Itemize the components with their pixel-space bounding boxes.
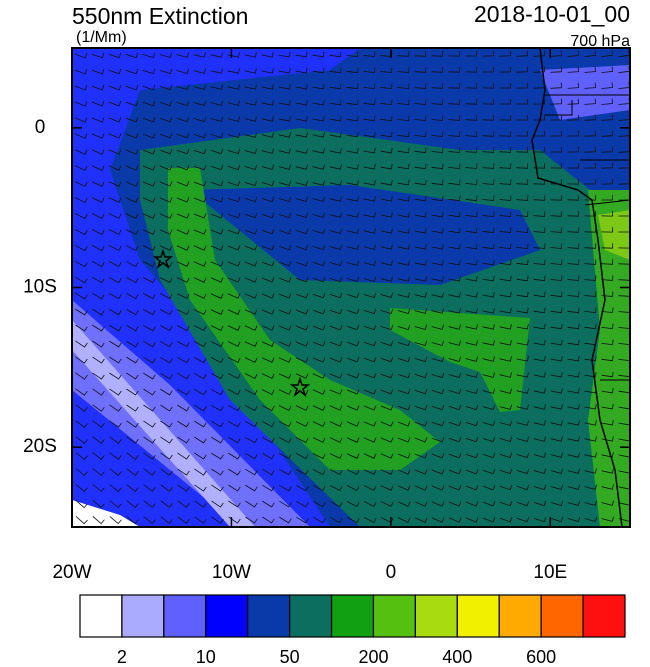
colorbar-box	[498, 594, 542, 638]
colorbar-label: 600	[526, 647, 556, 667]
colorbar-box	[456, 594, 500, 638]
colorbar-box	[330, 594, 375, 638]
x-tick-label: 10W	[212, 562, 251, 583]
title: 550nm Extinction	[72, 3, 248, 29]
colorbar-box	[205, 594, 249, 638]
y-tick-label: 20S	[23, 436, 57, 457]
level: 700 hPa	[570, 33, 630, 50]
colorbar-label: 400	[442, 647, 472, 667]
colorbar-box	[163, 594, 207, 638]
site-star	[152, 248, 174, 270]
y-tick-label: 0	[35, 117, 46, 138]
site-star	[289, 376, 311, 398]
borders	[545, 94, 630, 381]
colorbar-box	[582, 594, 626, 638]
axes: 20W 10W 0 10E 0 10S 20S	[23, 48, 630, 583]
x-tick-label: 20W	[52, 562, 91, 583]
colorbar-label: 2	[117, 647, 127, 667]
field-streak	[72, 300, 310, 527]
y-tick-label: 10S	[23, 277, 57, 298]
colorbar-box	[372, 594, 416, 638]
colorbar-box	[414, 594, 458, 638]
field-streak	[72, 320, 255, 527]
field-white	[72, 500, 140, 527]
colorbar-box	[79, 594, 123, 638]
colorbar-label: 200	[358, 647, 388, 667]
colorbar-box	[247, 594, 291, 638]
field-lightgreen	[598, 210, 630, 260]
wind-barbs	[74, 50, 630, 525]
field-blue	[190, 185, 540, 285]
field	[72, 48, 630, 527]
time: 2018-10-01_00	[474, 1, 630, 27]
colorbar: 2 10 50 200 400 600	[79, 594, 626, 667]
x-tick-label: 0	[386, 562, 397, 583]
field-blue	[540, 65, 630, 120]
colorbar-label: 50	[280, 647, 300, 667]
colorbar-box	[121, 594, 165, 638]
colorbar-box	[289, 594, 333, 638]
colorbar-box	[540, 594, 584, 638]
units: (1/Mm)	[76, 29, 127, 46]
field-green	[588, 190, 630, 527]
x-tick-label: 10E	[533, 562, 567, 583]
colorbar-label: 10	[196, 647, 216, 667]
